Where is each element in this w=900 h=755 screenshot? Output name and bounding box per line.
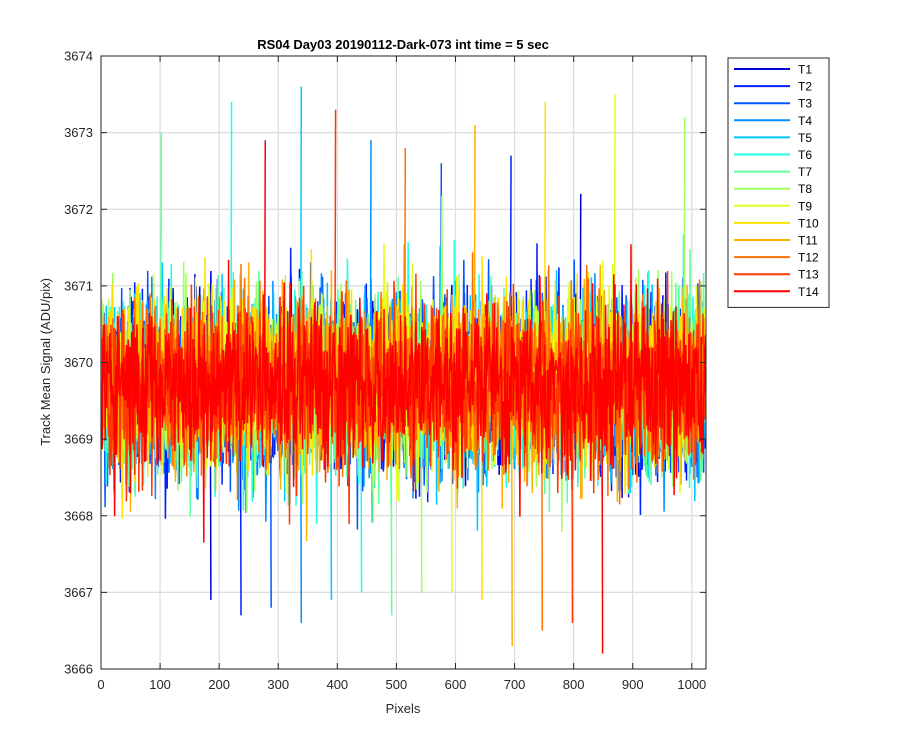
x-tick-label: 700 xyxy=(504,677,526,692)
x-tick-label: 100 xyxy=(149,677,171,692)
x-tick-label: 1000 xyxy=(677,677,706,692)
legend-label-t14: T14 xyxy=(798,285,819,299)
series-max-spike-t13 xyxy=(334,109,337,386)
y-tick-label: 3667 xyxy=(64,585,93,600)
legend-label-t6: T6 xyxy=(798,148,812,162)
legend-label-t4: T4 xyxy=(798,114,812,128)
legend-box xyxy=(727,57,830,308)
legend-label-t12: T12 xyxy=(798,251,819,265)
legend-label-t13: T13 xyxy=(798,268,819,282)
y-tick-label: 3666 xyxy=(64,662,93,677)
x-tick-label: 200 xyxy=(208,677,230,692)
legend-label-t7: T7 xyxy=(798,165,812,179)
x-tick-label: 300 xyxy=(267,677,289,692)
x-tick-label: 400 xyxy=(326,677,348,692)
legend: T1 T2 T3 T4 T5 T6 T7 T8 T9 T10 T11 T12 T13 T14 xyxy=(727,57,830,308)
x-tick-label: 600 xyxy=(445,677,467,692)
x-axis-label: Pixels xyxy=(386,701,421,716)
legend-label-t5: T5 xyxy=(798,131,812,145)
series-min-spike-t13 xyxy=(571,385,574,624)
y-tick-label: 3671 xyxy=(64,278,93,293)
legend-label-t1: T1 xyxy=(798,63,812,77)
y-tick-label: 3672 xyxy=(64,202,93,217)
x-tick-label: 800 xyxy=(563,677,585,692)
x-tick-label: 500 xyxy=(386,677,408,692)
legend-label-t3: T3 xyxy=(798,97,812,111)
y-tick-label: 3674 xyxy=(64,49,93,64)
legend-label-t2: T2 xyxy=(798,80,812,94)
axes: 0 100 200 300 400 500 600 700 800 900 1000 3666 3667… xyxy=(64,49,707,692)
series-min-spike-t11 xyxy=(510,385,513,647)
series-max-spike-t14 xyxy=(263,140,266,386)
series-min-spike-t14 xyxy=(601,385,604,654)
y-tick-label: 3670 xyxy=(64,355,93,370)
legend-label-t11: T11 xyxy=(798,234,818,248)
legend-label-t9: T9 xyxy=(798,199,812,213)
y-tick-label: 3668 xyxy=(64,508,93,523)
legend-label-t8: T8 xyxy=(798,182,812,196)
x-tick-label: 900 xyxy=(622,677,644,692)
legend-label-t10: T10 xyxy=(798,216,819,230)
y-tick-label: 3673 xyxy=(64,125,93,140)
y-tick-label: 3669 xyxy=(64,432,93,447)
series-lines xyxy=(101,86,706,654)
chart-title: RS04 Day03 20190112-Dark-073 int time = … xyxy=(257,37,549,52)
y-axis-label: Track Mean Signal (ADU/pix) xyxy=(38,278,53,446)
x-tick-label: 0 xyxy=(97,677,104,692)
series-line-t14 xyxy=(101,244,706,543)
